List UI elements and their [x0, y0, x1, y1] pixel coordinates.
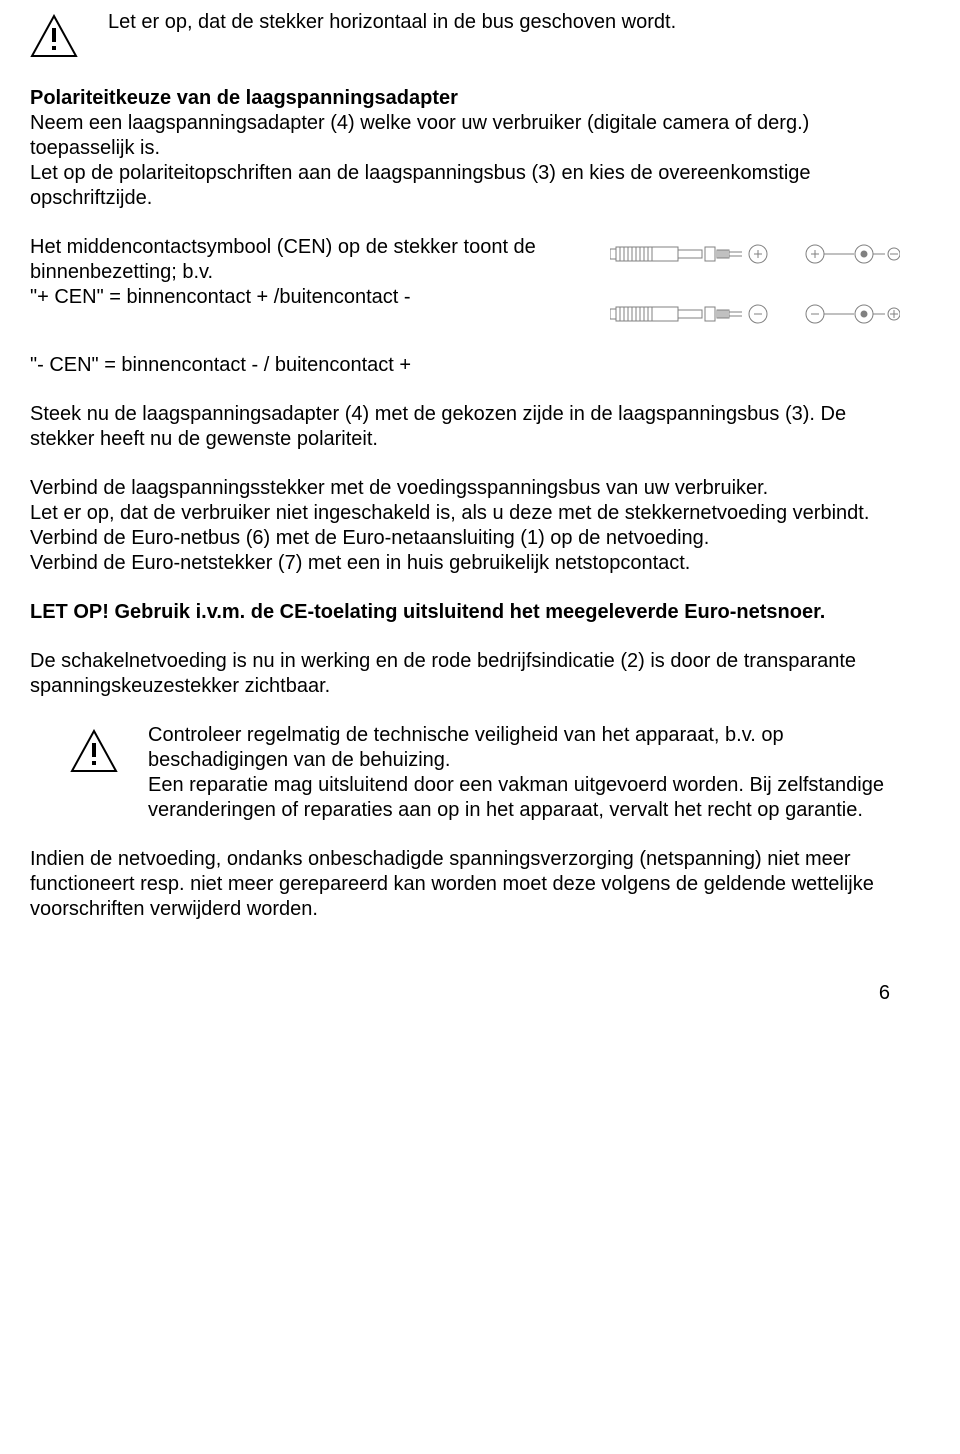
page-number: 6	[30, 982, 900, 1005]
warning-icon	[30, 14, 78, 58]
warning-block-1: Let er op, dat de stekker horizontaal in…	[30, 10, 900, 58]
plug-polarity-minus-center	[610, 299, 900, 329]
warning-block-2: Controleer regelmatig de technische veil…	[30, 723, 900, 823]
warning-2-text: Controleer regelmatig de technische veil…	[148, 723, 900, 823]
section-polarity: Polariteitkeuze van de laagspanningsadap…	[30, 86, 900, 211]
cen-neg-line: "- CEN" = binnencontact - / buitencontac…	[30, 353, 900, 378]
plug-polarity-plus-center	[610, 239, 900, 269]
cen-row: Het middencontactsymbool (CEN) op de ste…	[30, 235, 900, 329]
para-indien: Indien de netvoeding, ondanks onbeschadi…	[30, 847, 900, 922]
letop-bold: LET OP! Gebruik i.v.m. de CE-toelating u…	[30, 600, 900, 625]
warning-icon	[70, 729, 118, 773]
para-verbind: Verbind de laagspanningsstekker met de v…	[30, 476, 900, 576]
warning-1-text: Let er op, dat de stekker horizontaal in…	[108, 10, 676, 35]
para-steek: Steek nu de laagspanningsadapter (4) met…	[30, 402, 900, 452]
para-schakel: De schakelnetvoeding is nu in werking en…	[30, 649, 900, 699]
polarity-diagrams	[610, 235, 900, 329]
document-page: Let er op, dat de stekker horizontaal in…	[0, 0, 960, 1045]
cen-left-text: Het middencontactsymbool (CEN) op de ste…	[30, 235, 570, 310]
section-polarity-heading: Polariteitkeuze van de laagspanningsadap…	[30, 87, 458, 109]
section-polarity-body: Neem een laagspanningsadapter (4) welke …	[30, 112, 811, 209]
